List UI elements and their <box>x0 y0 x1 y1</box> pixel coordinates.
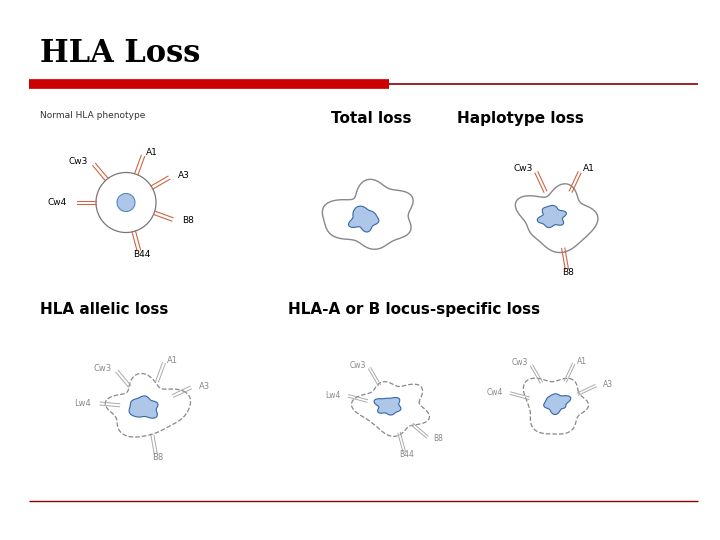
Text: Cw4: Cw4 <box>486 388 503 397</box>
Text: HLA-A or B locus-specific loss: HLA-A or B locus-specific loss <box>288 302 540 318</box>
Polygon shape <box>374 397 401 415</box>
Polygon shape <box>105 374 191 437</box>
Text: Lw4: Lw4 <box>74 399 91 408</box>
Text: Total loss: Total loss <box>331 111 412 126</box>
Text: A3: A3 <box>178 171 189 180</box>
Text: A1: A1 <box>577 356 587 366</box>
Text: HLA allelic loss: HLA allelic loss <box>40 302 168 318</box>
Text: B8: B8 <box>152 453 163 462</box>
Text: Cw3: Cw3 <box>513 164 533 173</box>
Text: B8: B8 <box>182 217 194 225</box>
Text: B8: B8 <box>433 434 444 443</box>
Text: B44: B44 <box>399 450 414 459</box>
Polygon shape <box>351 382 429 436</box>
Polygon shape <box>96 172 156 233</box>
Text: A1: A1 <box>583 164 595 173</box>
Text: Cw3: Cw3 <box>93 364 111 374</box>
Text: A1: A1 <box>146 148 158 157</box>
Polygon shape <box>523 378 588 434</box>
Text: Haplotype loss: Haplotype loss <box>457 111 584 126</box>
Text: A1: A1 <box>167 356 178 364</box>
Text: Normal HLA phenotype: Normal HLA phenotype <box>40 111 145 120</box>
Text: Cw3: Cw3 <box>349 361 366 370</box>
Polygon shape <box>117 193 135 212</box>
Text: B8: B8 <box>562 268 575 278</box>
Text: A3: A3 <box>603 380 613 389</box>
Text: A3: A3 <box>199 382 210 391</box>
Polygon shape <box>544 394 571 415</box>
Text: Cw3: Cw3 <box>511 359 528 368</box>
Text: Cw3: Cw3 <box>68 157 88 166</box>
Text: Cw4: Cw4 <box>48 198 66 207</box>
Polygon shape <box>323 179 413 249</box>
Polygon shape <box>516 184 598 253</box>
Polygon shape <box>348 206 379 232</box>
Text: B44: B44 <box>132 249 150 259</box>
Text: HLA Loss: HLA Loss <box>40 38 200 69</box>
Text: Lw4: Lw4 <box>325 390 341 400</box>
Polygon shape <box>537 205 567 227</box>
Polygon shape <box>129 396 158 418</box>
